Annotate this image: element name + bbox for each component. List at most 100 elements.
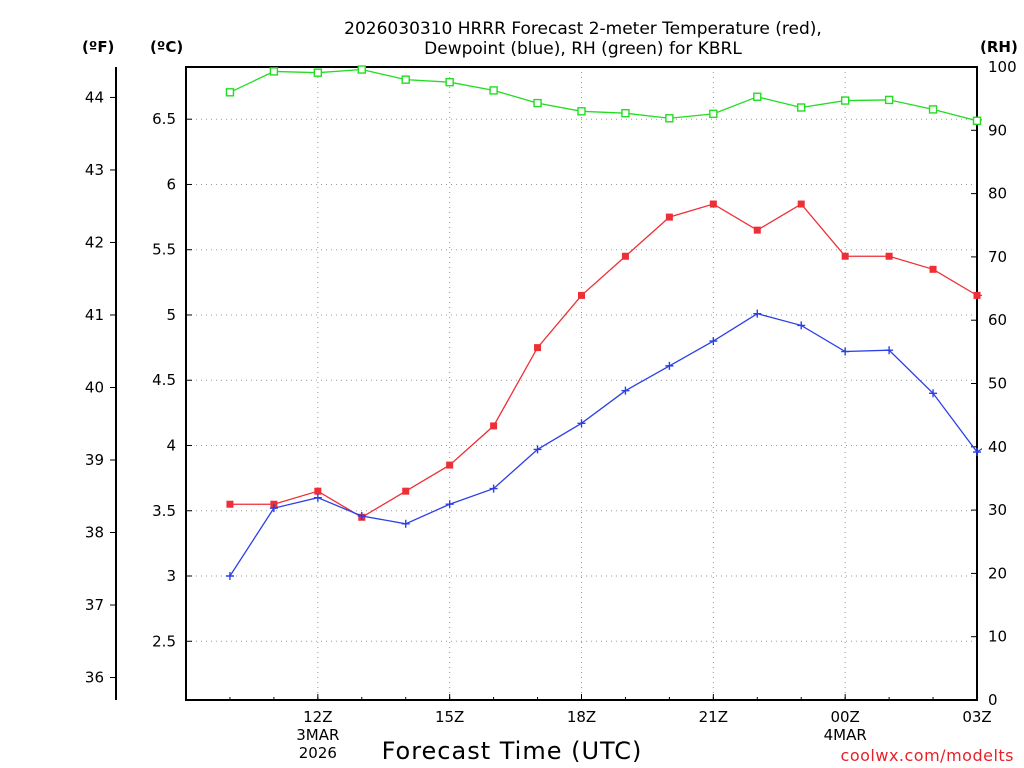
grid — [186, 67, 978, 700]
series-dewpoint — [225, 309, 1024, 581]
rh-tick-label: 30 — [988, 501, 1007, 519]
fahrenheit-tick-label: 36 — [85, 669, 104, 687]
celsius-tick-label: 5 — [166, 306, 176, 324]
data-point — [445, 77, 454, 87]
celsius-axis: 2.5 3 3.5 4 4.5 5 5.5 6 6.5 — [152, 110, 192, 650]
data-point — [490, 422, 498, 430]
data-point — [357, 65, 366, 74]
data-point — [797, 321, 806, 330]
series-line — [229, 312, 982, 577]
data-point — [1017, 292, 1024, 299]
credit-text: coolwx.com/modelts — [841, 746, 1014, 765]
rh-tick-label: 60 — [988, 311, 1007, 329]
fahrenheit-tick-label: 38 — [85, 524, 104, 542]
x-tick-label: 15Z — [435, 708, 464, 726]
rh-tick-label: 80 — [988, 185, 1007, 203]
rh-axis-unit: (RH) — [980, 38, 1018, 56]
fahrenheit-tick-label: 43 — [85, 161, 104, 179]
data-point — [533, 98, 542, 108]
celsius-tick-label: 3 — [166, 567, 176, 585]
data-point — [841, 347, 850, 356]
data-point — [928, 105, 938, 114]
data-point — [577, 107, 586, 116]
data-point — [357, 511, 366, 520]
data-point — [621, 109, 630, 118]
series-2-meter-temperature — [226, 200, 1024, 521]
fahrenheit-axis: 36 37 38 39 40 41 42 43 44 — [85, 88, 116, 687]
x-tick-label: 21Z — [699, 708, 728, 726]
data-point — [533, 445, 542, 454]
data-point — [1017, 108, 1024, 115]
data-point — [445, 500, 454, 509]
rh-tick-label: 100 — [988, 58, 1017, 76]
fahrenheit-axis-unit: (ºF) — [82, 38, 114, 56]
data-point — [402, 487, 410, 495]
celsius-tick-label: 4 — [166, 436, 176, 454]
data-point — [225, 88, 235, 97]
data-point — [313, 68, 323, 77]
data-point — [401, 519, 410, 528]
data-point — [225, 572, 234, 581]
x-tick-label: 03Z — [962, 708, 991, 726]
data-point — [446, 461, 454, 469]
x-tick-label: 12Z — [303, 708, 332, 726]
axes — [115, 66, 978, 701]
data-point — [929, 265, 937, 273]
chart-title-line-2: Dewpoint (blue), RH (green) for KBRL — [424, 39, 742, 59]
fahrenheit-tick-label: 39 — [85, 451, 104, 469]
x-tick-label: 00Z — [830, 708, 859, 726]
data-point — [884, 95, 894, 105]
data-point — [841, 252, 849, 260]
data-point — [797, 103, 806, 112]
rh-tick-label: 20 — [988, 564, 1007, 582]
data-point — [665, 213, 673, 221]
chart-title: 2026030310 HRRR Forecast 2-meter Tempera… — [344, 19, 822, 59]
x-tick-label: 18Z — [567, 708, 596, 726]
data-point — [269, 504, 278, 513]
series-layer — [225, 65, 1024, 581]
data-point — [1017, 419, 1024, 427]
x-tick-label: 4MAR — [824, 726, 867, 744]
data-point — [313, 493, 322, 502]
celsius-axis-unit: (ºC) — [150, 38, 183, 56]
fahrenheit-tick-label: 41 — [85, 306, 104, 324]
x-axis-label: Forecast Time (UTC) — [382, 737, 643, 765]
data-point — [665, 361, 674, 370]
data-point — [709, 337, 718, 346]
fahrenheit-tick-label: 37 — [85, 596, 104, 614]
rh-tick-label: 40 — [988, 438, 1007, 456]
rh-tick-label: 10 — [988, 628, 1007, 646]
fahrenheit-tick-label: 42 — [85, 233, 104, 251]
data-point — [929, 389, 938, 398]
data-point — [665, 114, 674, 123]
data-point — [269, 67, 279, 76]
data-point — [885, 252, 893, 260]
data-point — [314, 487, 322, 495]
celsius-tick-label: 2.5 — [152, 632, 176, 650]
data-point — [840, 96, 850, 105]
data-point — [753, 92, 762, 101]
rh-axis: 0 10 20 30 40 50 60 70 80 90 100 — [971, 58, 1017, 709]
data-point — [709, 109, 718, 119]
data-point — [489, 86, 498, 95]
fahrenheit-tick-label: 40 — [85, 378, 104, 396]
data-point — [709, 200, 717, 208]
data-point — [797, 200, 805, 208]
plot-frame — [185, 66, 978, 701]
data-point — [577, 419, 586, 428]
data-point — [578, 291, 585, 299]
data-point — [489, 484, 498, 493]
data-point — [226, 500, 234, 508]
celsius-tick-label: 5.5 — [152, 241, 176, 259]
data-point — [973, 448, 981, 457]
data-point — [885, 346, 894, 355]
data-point — [972, 116, 982, 126]
data-point — [753, 226, 761, 234]
rh-tick-label: 90 — [988, 121, 1007, 139]
rh-tick-label: 70 — [988, 248, 1007, 266]
celsius-tick-label: 3.5 — [152, 502, 176, 520]
fahrenheit-tick-label: 44 — [85, 88, 104, 106]
rh-tick-label: 50 — [988, 375, 1007, 393]
